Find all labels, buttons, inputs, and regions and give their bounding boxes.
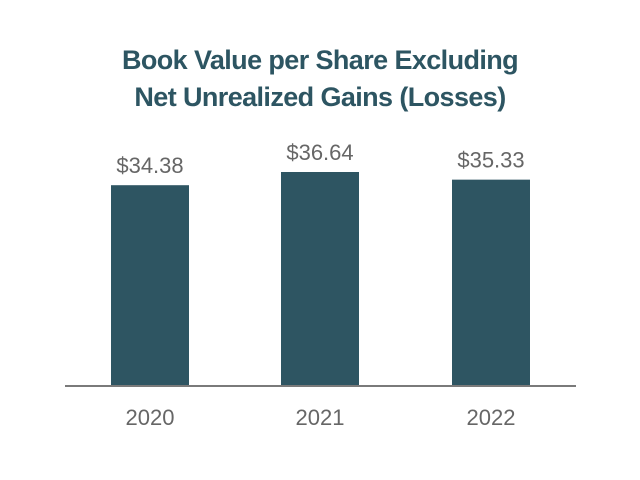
- value-label-2021: $36.64: [286, 140, 353, 165]
- x-tick-label-2021: 2021: [296, 405, 345, 430]
- x-tick-labels-group: 2020 2021 2022: [126, 405, 516, 430]
- bar-2020: [111, 185, 189, 386]
- bars-group: [111, 172, 530, 386]
- chart-title-line-1: Book Value per Share Excluding: [121, 45, 519, 75]
- chart-title-line-2: Net Unrealized Gains (Losses): [134, 82, 506, 112]
- x-tick-label-2022: 2022: [467, 405, 516, 430]
- bar-2022: [452, 179, 530, 386]
- x-tick-label-2020: 2020: [126, 405, 175, 430]
- bar-2021: [281, 172, 359, 386]
- value-label-2022: $35.33: [457, 148, 524, 173]
- chart-title: Book Value per Share Excluding Net Unrea…: [0, 42, 640, 116]
- value-labels-group: $34.38 $36.64 $35.33: [116, 140, 524, 178]
- value-label-2020: $34.38: [116, 153, 183, 178]
